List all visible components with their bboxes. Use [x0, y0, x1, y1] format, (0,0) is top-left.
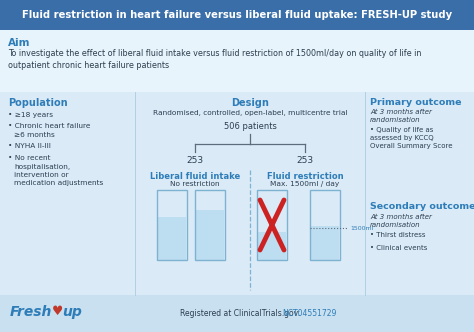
Text: Liberal fluid intake: Liberal fluid intake	[150, 172, 240, 181]
Bar	[257, 190, 287, 260]
Bar	[310, 190, 340, 260]
Text: • No recent: • No recent	[8, 155, 51, 161]
Text: 506 patients: 506 patients	[224, 122, 276, 131]
Text: Fluid restriction: Fluid restriction	[267, 172, 343, 181]
Text: hospitalisation,: hospitalisation,	[14, 163, 70, 170]
Bar	[196, 209, 224, 260]
Text: • Thirst distress: • Thirst distress	[370, 232, 426, 238]
Text: To investigate the effect of liberal fluid intake versus fluid restriction of 15: To investigate the effect of liberal flu…	[8, 49, 421, 70]
Text: Primary outcome: Primary outcome	[370, 98, 462, 107]
Text: At 3 months after
randomisation: At 3 months after randomisation	[370, 214, 432, 228]
Text: 253: 253	[186, 156, 203, 165]
Text: • Chronic heart failure: • Chronic heart failure	[8, 124, 91, 129]
Text: ♥: ♥	[52, 305, 63, 318]
Bar	[258, 232, 286, 260]
Text: Randomised, controlled, open-label, multicentre trial: Randomised, controlled, open-label, mult…	[153, 110, 347, 116]
Text: • ≥18 years: • ≥18 years	[8, 112, 53, 118]
Text: Max. 1500ml / day: Max. 1500ml / day	[270, 181, 340, 187]
Text: Registered at ClinicalTrials.gov:: Registered at ClinicalTrials.gov:	[180, 308, 302, 317]
Text: 1500ml: 1500ml	[350, 226, 374, 231]
Text: up: up	[62, 305, 82, 319]
Bar	[0, 295, 474, 332]
Bar	[0, 30, 474, 92]
Bar	[157, 190, 187, 260]
Text: At 3 months after
randomisation: At 3 months after randomisation	[370, 109, 432, 123]
Text: • Quality of life as
assessed by KCCQ
Overall Summary Score: • Quality of life as assessed by KCCQ Ov…	[370, 127, 453, 149]
Text: No restriction: No restriction	[170, 181, 220, 187]
Text: Fluid restriction in heart failure versus liberal fluid uptake: FRESH-UP study: Fluid restriction in heart failure versu…	[22, 10, 452, 20]
Text: 253: 253	[296, 156, 314, 165]
Text: intervention or: intervention or	[14, 172, 69, 178]
Text: • Clinical events: • Clinical events	[370, 245, 428, 251]
Text: Aim: Aim	[8, 38, 30, 48]
Text: medication adjustments: medication adjustments	[14, 181, 103, 187]
Bar	[0, 0, 474, 30]
Text: Population: Population	[8, 98, 68, 108]
Text: ≥6 months: ≥6 months	[14, 132, 55, 138]
Text: • NYHA II-III: • NYHA II-III	[8, 143, 51, 149]
Bar	[311, 226, 339, 260]
Text: Secondary outcomes: Secondary outcomes	[370, 202, 474, 211]
Bar	[195, 190, 225, 260]
Text: Fresh: Fresh	[10, 305, 52, 319]
Bar	[158, 216, 186, 260]
Text: Design: Design	[231, 98, 269, 108]
Text: NCT04551729: NCT04551729	[282, 308, 337, 317]
